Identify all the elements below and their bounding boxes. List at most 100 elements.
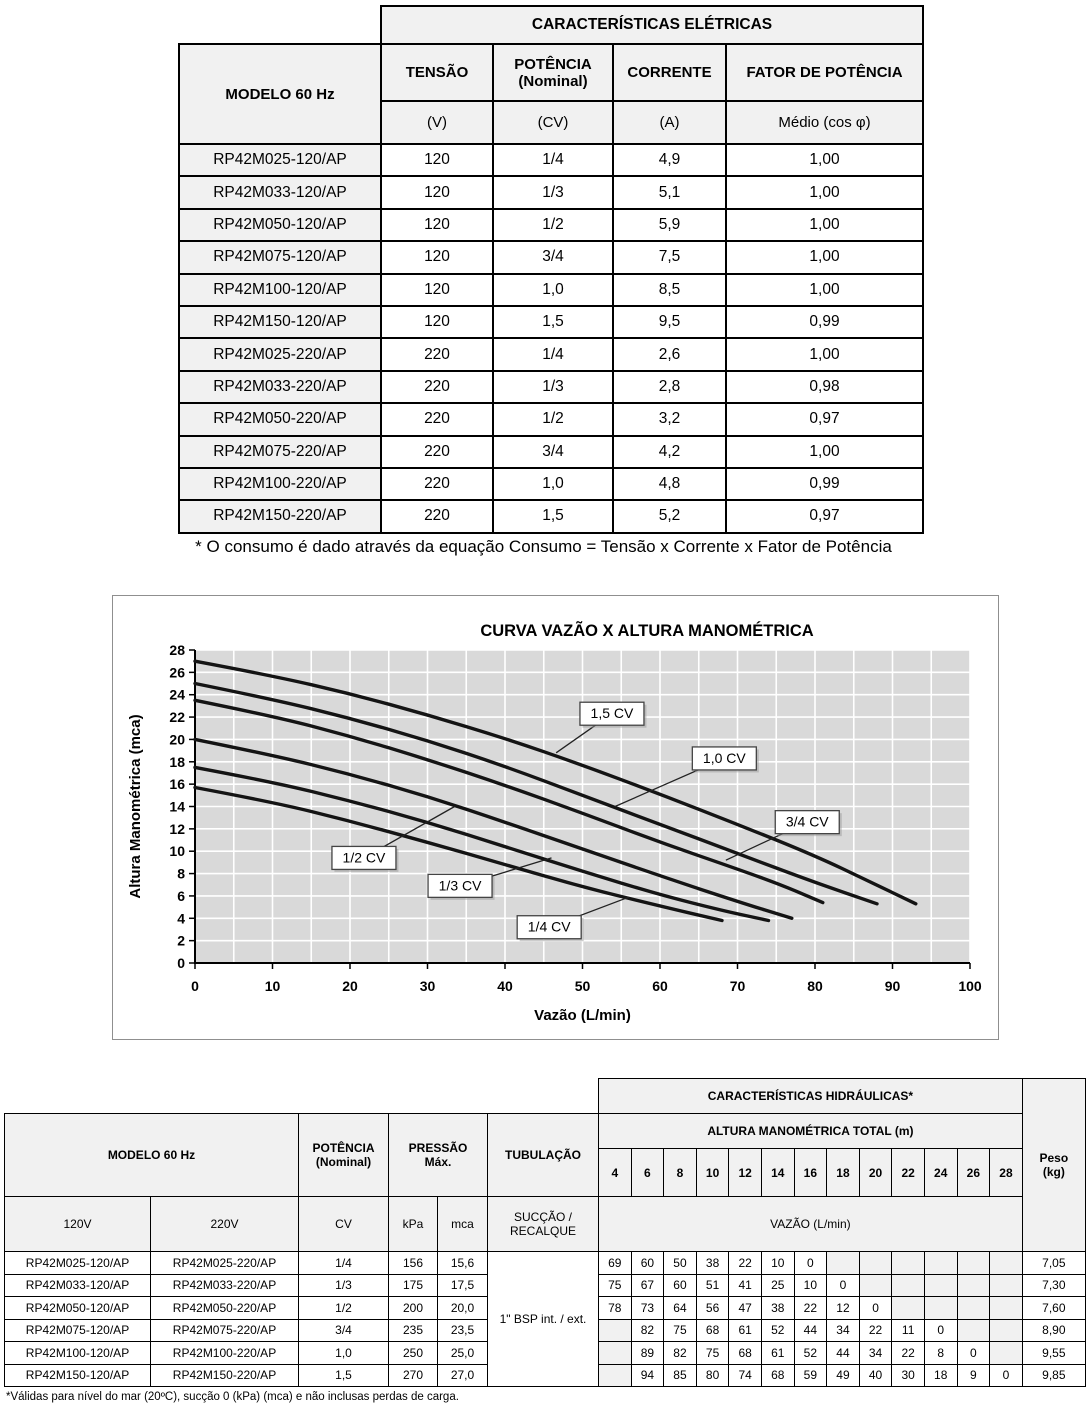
model-cell: RP42M100-120/AP <box>178 272 382 307</box>
vazao-cell: 30 <box>891 1363 925 1387</box>
curve-label-box <box>579 701 645 726</box>
vazao-cell: 82 <box>663 1341 697 1365</box>
altura-col-header: 16 <box>793 1148 828 1197</box>
vazao-cell <box>923 1296 958 1320</box>
value-cell: 220 <box>380 466 494 502</box>
table-row: RP42M100-120/AP 120 1,0 8,5 1,00 <box>178 272 925 307</box>
vazao-cell: 85 <box>663 1363 697 1387</box>
peso-cell: 8,90 <box>1021 1318 1086 1342</box>
model-220-cell: RP42M100-220/AP <box>150 1341 299 1365</box>
electrical-title-row: CARACTERÍSTICAS ELÉTRICAS <box>179 5 925 45</box>
electrical-footnote: * O consumo é dado através da equação Co… <box>195 537 892 556</box>
value-cell: 120 <box>380 272 494 307</box>
vazao-cell: 0 <box>923 1318 958 1342</box>
vazao-cell: 78 <box>598 1296 632 1320</box>
vazao-cell <box>891 1251 925 1275</box>
cv-subheader: CV <box>298 1196 389 1252</box>
peso-header: Peso (kg) <box>1021 1078 1086 1252</box>
curve-1-2-CV <box>193 737 794 920</box>
x-tick-label: 40 <box>497 978 513 994</box>
value-cell: 1/4 <box>492 337 614 372</box>
altura-manometrica-header: ALTURA MANOMÉTRICA TOTAL (m) <box>598 1113 1023 1149</box>
vazao-cell <box>989 1341 1023 1365</box>
vazao-cell: 69 <box>598 1251 632 1275</box>
altura-col-header: 8 <box>663 1148 697 1197</box>
vazao-cell: 12 <box>826 1296 860 1320</box>
curve-label-box <box>331 845 397 871</box>
curve-label: 3/4 CV <box>786 814 829 830</box>
vazao-cell: 41 <box>728 1273 762 1297</box>
tubulacao-header: TUBULAÇÃO <box>487 1113 599 1197</box>
vazao-cell: 22 <box>793 1296 828 1320</box>
vazao-cell <box>858 1251 893 1275</box>
table-row: RP42M033-120/AP 120 1/3 5,1 1,00 <box>178 175 925 210</box>
potencia-unit: (CV) <box>492 100 614 145</box>
value-cell: 220 <box>380 434 494 469</box>
model-220-cell: RP42M025-220/AP <box>150 1251 299 1275</box>
vazao-cell: 82 <box>630 1318 665 1342</box>
altura-col-header: 6 <box>630 1148 665 1197</box>
value-cell: 1,5 <box>492 304 614 340</box>
y-tick-label: 12 <box>169 821 185 837</box>
model-cell: RP42M025-220/AP <box>178 337 382 372</box>
table-row: RP42M033-120/AP RP42M033-220/AP 1/3 175 17,5… <box>4 1273 1086 1297</box>
value-cell: 4,9 <box>612 142 727 178</box>
model-120-cell: RP42M150-120/AP <box>4 1363 151 1387</box>
kpa-subheader: kPa <box>388 1196 438 1252</box>
x-tick-label: 90 <box>885 978 901 994</box>
model-cell: RP42M150-220/AP <box>178 499 382 534</box>
curve-label: 1,5 CV <box>591 705 634 721</box>
x-tick-label: 100 <box>958 978 982 994</box>
vazao-cell: 89 <box>630 1341 665 1365</box>
table-row: RP42M100-120/AP RP42M100-220/AP 1,0 250 25,0… <box>4 1341 1086 1365</box>
mca-cell: 20,0 <box>437 1296 488 1320</box>
hydraulic-table-section: CARACTERÍSTICAS HIDRÁULICAS* Peso (kg) M… <box>4 1078 1086 1387</box>
value-cell: 220 <box>380 402 494 437</box>
kpa-cell: 200 <box>388 1296 438 1320</box>
model-cell: RP42M025-120/AP <box>178 142 382 178</box>
vazao-cell: 61 <box>728 1318 762 1342</box>
vazao-cell: 61 <box>760 1341 795 1365</box>
vazao-cell <box>598 1363 632 1387</box>
model-120-cell: RP42M050-120/AP <box>4 1296 151 1320</box>
vazao-cell: 56 <box>695 1296 730 1320</box>
curve-label: 1/3 CV <box>439 877 482 893</box>
table-row: RP42M025-120/AP 120 1/4 4,9 1,00 <box>178 142 925 178</box>
y-tick-label: 28 <box>169 642 185 658</box>
electrical-table: CARACTERÍSTICAS ELÉTRICAS MODELO 60 Hz T… <box>178 5 925 534</box>
value-cell: 4,2 <box>612 434 727 469</box>
value-cell: 3/4 <box>492 434 614 469</box>
curve-label-box <box>516 915 582 940</box>
corrente-header: CORRENTE <box>612 43 727 102</box>
altura-col-header: 26 <box>956 1148 991 1197</box>
table-row: RP42M075-220/AP 220 3/4 4,2 1,00 <box>178 434 925 469</box>
vazao-cell <box>956 1318 991 1342</box>
y-tick-label: 18 <box>169 754 185 770</box>
peso-cell: 9,55 <box>1021 1341 1086 1365</box>
value-cell: 5,2 <box>612 499 727 534</box>
corrente-unit: (A) <box>612 100 727 145</box>
table-row: RP42M050-120/AP 120 1/2 5,9 1,00 <box>178 207 925 243</box>
hydraulic-table: CARACTERÍSTICAS HIDRÁULICAS* Peso (kg) M… <box>4 1078 1086 1387</box>
vazao-cell: 52 <box>793 1341 828 1365</box>
potencia-header: POTÊNCIA (Nominal) <box>492 43 614 102</box>
altura-col-header: 18 <box>826 1148 860 1197</box>
vazao-cell: 38 <box>695 1251 730 1275</box>
vazao-cell: 68 <box>695 1318 730 1342</box>
curve-3-4-CV <box>193 698 825 905</box>
hydraulic-header-row: MODELO 60 Hz POTÊNCIA (Nominal) PRESSÃO … <box>4 1113 1086 1197</box>
value-cell: 1/3 <box>492 369 614 405</box>
table-row: RP42M150-220/AP 220 1,5 5,2 0,97 <box>178 499 925 534</box>
vazao-cell: 0 <box>956 1341 991 1365</box>
x-tick-label: 50 <box>575 978 591 994</box>
x-axis-title: Vazão (L/min) <box>534 1007 631 1024</box>
vazao-cell <box>956 1296 991 1320</box>
tubing-cell: 1" BSP int. / ext. <box>487 1251 599 1387</box>
cv-cell: 1/3 <box>298 1273 389 1297</box>
peso-cell: 7,30 <box>1021 1273 1086 1297</box>
vazao-cell <box>858 1273 893 1297</box>
vazao-cell <box>598 1341 632 1365</box>
peso-cell: 7,05 <box>1021 1251 1086 1275</box>
vazao-cell: 18 <box>923 1363 958 1387</box>
vazao-cell <box>989 1318 1023 1342</box>
